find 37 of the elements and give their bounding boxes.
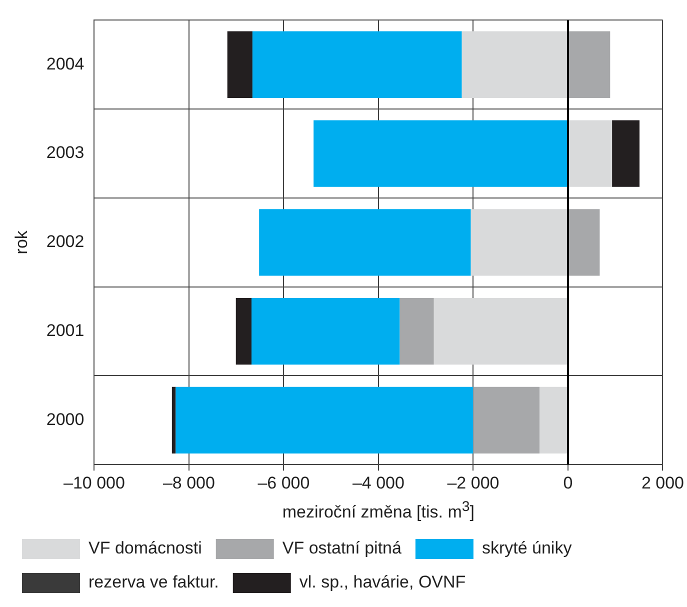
x-axis-title: meziroční změna [tis. m$^{3}$] [281, 499, 476, 523]
x-tick-label: –2 000 [447, 473, 500, 492]
bar [252, 31, 462, 98]
x-tick-label: –8 000 [162, 473, 215, 492]
y-tick-label: 2002 [46, 232, 84, 252]
x-tick-label: –10 000 [63, 473, 125, 492]
bar [568, 209, 600, 276]
x-tick-label: 2 000 [641, 473, 684, 492]
bar [314, 120, 568, 187]
y-tick-label: 2004 [46, 54, 84, 74]
bar [462, 31, 568, 98]
legend-label: vl. sp., havárie, OVNF [299, 572, 466, 592]
y-tick-label: 2001 [46, 320, 84, 340]
bar [568, 31, 610, 98]
bar [252, 298, 400, 365]
y-tick-label: 2003 [46, 143, 84, 162]
legend-label: VF ostatní pitná [282, 538, 402, 558]
bar [172, 386, 176, 454]
y-tick-label: 2000 [46, 410, 84, 429]
x-tick-label: –6 000 [258, 473, 310, 492]
y-axis-title: rok [12, 230, 31, 254]
bar [236, 298, 252, 365]
legend-label: skryté úniky [482, 538, 572, 558]
legend-label: rezerva ve faktur. [88, 572, 219, 592]
bar [540, 386, 568, 454]
bar [470, 209, 568, 276]
bar [568, 120, 612, 187]
legend-label: VF domácnosti [88, 538, 202, 558]
bar [176, 386, 474, 454]
bar [473, 386, 540, 454]
x-tick-label: 0 [563, 473, 573, 492]
bar [400, 298, 434, 365]
bar [612, 120, 640, 187]
bar [259, 209, 471, 276]
bar [227, 31, 252, 98]
x-tick-label: –4 000 [352, 473, 404, 492]
bar [434, 298, 568, 365]
